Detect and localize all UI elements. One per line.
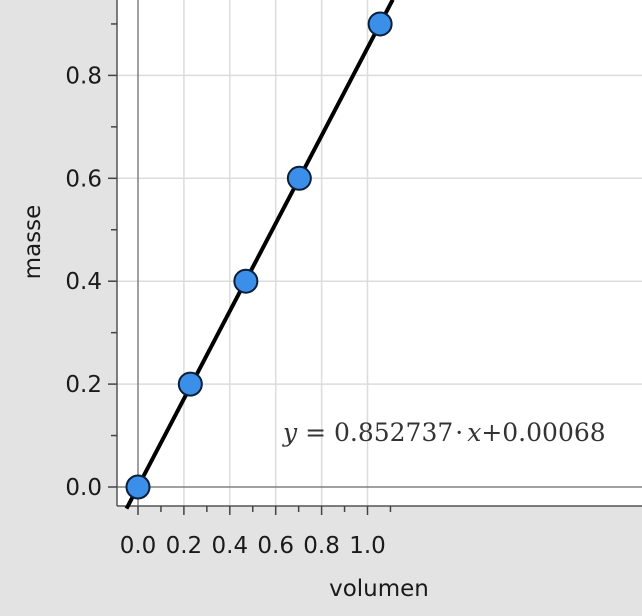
equation-y-symbol: y (282, 418, 298, 447)
x-tick-label: 0.8 (303, 533, 340, 559)
data-point (177, 371, 203, 397)
data-points (125, 11, 393, 500)
y-axis-title: masse (20, 205, 46, 280)
data-point (125, 474, 151, 500)
regression-equation: y = 0.852737· x+0.00068 (282, 418, 606, 447)
data-point (286, 165, 312, 191)
equation-intercept: +0.00068 (481, 418, 605, 447)
regression-line (124, 0, 395, 510)
regression-line-group (124, 0, 395, 510)
grid-lines (117, 0, 642, 506)
y-tick-label: 0.0 (65, 475, 102, 501)
data-point (367, 11, 393, 37)
equation-dot: · (455, 418, 463, 447)
tick-marks (108, 23, 392, 515)
x-tick-label: 0.6 (257, 533, 294, 559)
equation-slope: = 0.852737 (297, 418, 453, 447)
x-tick-label: 0.4 (212, 533, 249, 559)
axes (116, 0, 642, 507)
x-tick-labels: 0.0 0.2 0.4 0.6 0.8 1.0 (120, 533, 386, 559)
x-tick-label: 1.0 (349, 533, 386, 559)
y-tick-label: 0.2 (65, 372, 102, 398)
plot-area (117, 0, 642, 506)
data-point (233, 268, 259, 294)
y-tick-label: 0.6 (65, 166, 102, 192)
y-tick-labels: 0.0 0.2 0.4 0.6 0.8 (65, 63, 102, 501)
x-tick-label: 0.0 (120, 533, 157, 559)
equation-x-symbol: x (467, 418, 481, 447)
y-tick-label: 0.8 (65, 63, 102, 89)
y-tick-label: 0.4 (65, 269, 102, 295)
x-axis-title: volumen (329, 576, 429, 602)
x-tick-label: 0.2 (166, 533, 203, 559)
